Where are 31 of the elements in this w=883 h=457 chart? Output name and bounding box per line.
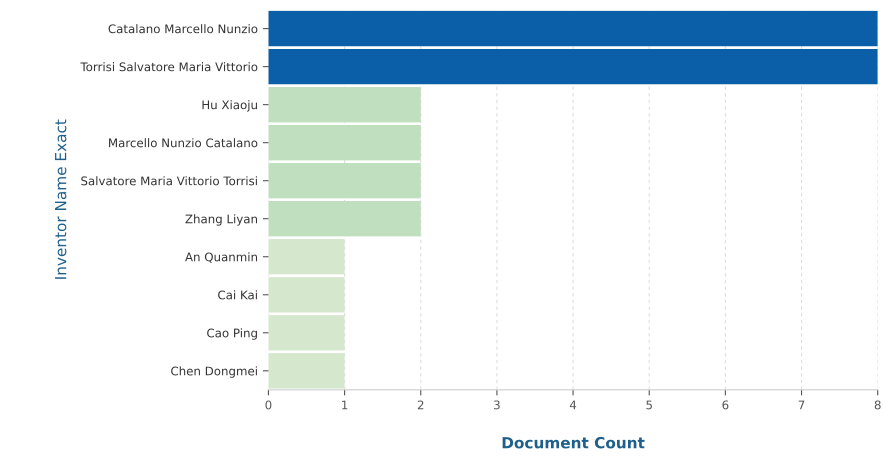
x-tick-label: 8 (874, 400, 881, 410)
x-tick-label: 6 (722, 400, 728, 410)
x-tick-label: 0 (265, 400, 272, 410)
bar (268, 315, 345, 350)
x-tick-label: 7 (798, 400, 804, 410)
y-tick-label: Catalano Marcello Nunzio (108, 24, 258, 34)
x-tick-label: 3 (494, 400, 500, 410)
y-tick-label: An Quanmin (185, 252, 258, 263)
x-axis-title: Document Count (502, 436, 645, 448)
bar (268, 163, 421, 198)
y-tick-label: Cai Kai (218, 290, 257, 300)
x-tick-label: 4 (570, 400, 576, 410)
bar (268, 201, 421, 236)
bar (268, 353, 345, 388)
bar (268, 10, 878, 46)
y-tick-label: Marcello Nunzio Catalano (109, 138, 258, 148)
x-tick-label: 5 (646, 400, 652, 410)
y-tick-label: Zhang Liyan (185, 214, 258, 226)
bar (268, 48, 878, 84)
y-tick-label: Salvatore Maria Vittorio Torrisi (81, 176, 257, 186)
bar (268, 124, 421, 160)
y-tick-label: Torrisi Salvatore Maria Vittorio (80, 62, 258, 72)
bar (268, 277, 345, 312)
bar (268, 239, 345, 274)
x-tick-label: 1 (342, 400, 348, 410)
bar (268, 86, 421, 122)
y-tick-label: Cao Ping (207, 328, 257, 340)
y-tick-label: Chen Dongmei (171, 366, 257, 378)
x-tick-label: 2 (418, 400, 424, 410)
y-tick-label: Hu Xiaoju (202, 100, 257, 112)
y-axis-title: Inventor Name Exact (55, 119, 66, 279)
